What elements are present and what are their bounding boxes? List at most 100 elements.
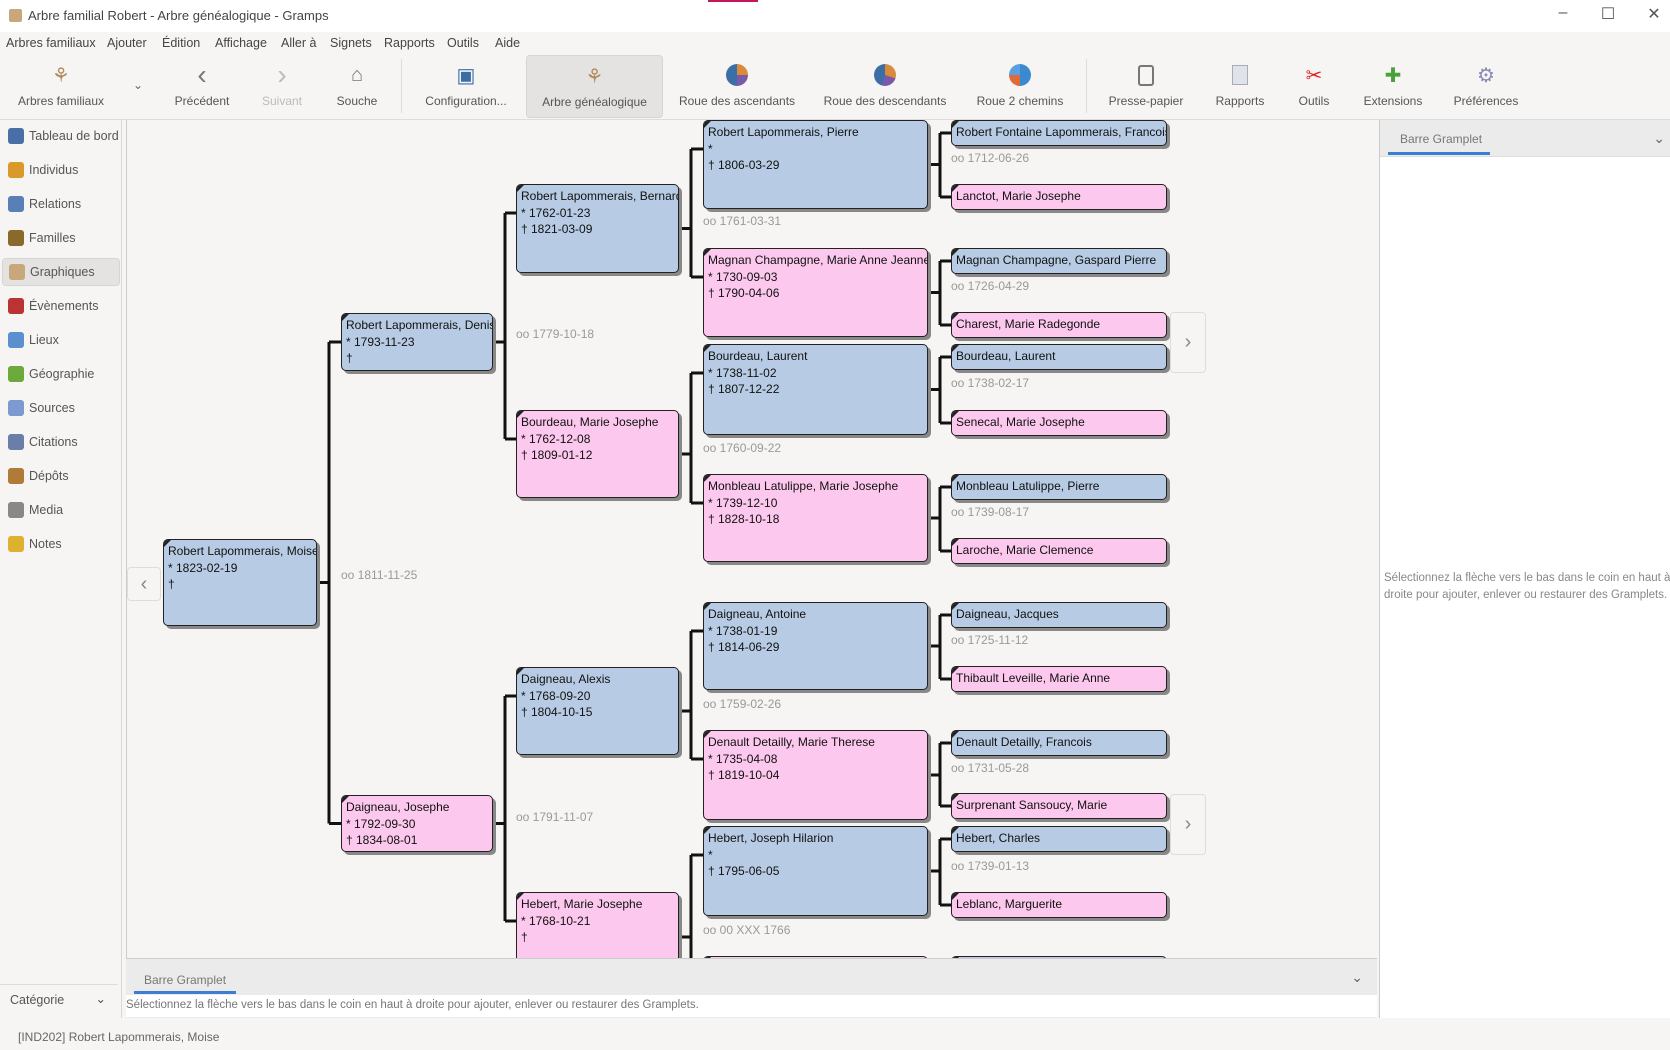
person-box[interactable]: Bourdeau, Laurent * 1738-11-02 † 1807-12-2… — [703, 344, 928, 435]
fan-chart-button[interactable]: Roue des ascendants — [675, 55, 799, 118]
category-icon — [8, 536, 24, 552]
person-birth: * — [708, 141, 713, 156]
menu-ajouter[interactable]: Ajouter — [107, 36, 147, 50]
active-tab-indicator — [134, 991, 236, 994]
person-corner-marker — [704, 249, 711, 256]
person-name: Magnan Champagne, Gaspard Pierre — [956, 253, 1157, 267]
right-gramplet-message: Sélectionnez la flèche vers le bas dans … — [1384, 572, 1670, 601]
two-way-fan-button[interactable]: Roue 2 chemins — [970, 55, 1070, 118]
marriage-date: oo 1725-11-12 — [951, 633, 1029, 647]
person-death: † 1828-10-18 — [708, 512, 780, 526]
person-box[interactable]: Bourdeau, Laurent — [951, 344, 1167, 370]
sidebar-item-lieux[interactable]: Lieux — [2, 326, 120, 354]
person-name: Robert Lapommerais, Denis — [346, 318, 493, 332]
close-button[interactable]: ✕ — [1647, 6, 1661, 23]
person-box[interactable]: Denault Detailly, Marie Therese * 1735-04… — [703, 730, 928, 820]
category-dropdown[interactable]: Catégorie ⌄ — [0, 984, 118, 1016]
nav-back-arrow[interactable]: ‹ — [127, 567, 161, 601]
right-gramplet-tab[interactable]: Barre Gramplet — [1400, 132, 1483, 146]
person-box[interactable]: Robert Lapommerais, Pierre * † 1806-03-29 — [703, 120, 928, 209]
clipboard-button[interactable]: Presse-papier — [1104, 55, 1188, 118]
person-box[interactable]: Laroche, Marie Clemence — [951, 538, 1167, 564]
person-corner-marker — [952, 893, 959, 900]
person-box[interactable]: Hebert, Marie Josephe * 1768-10-21 † — [516, 892, 679, 958]
category-icon — [8, 128, 24, 144]
sidebar-item-sources[interactable]: Sources — [2, 394, 120, 422]
sidebar-item-citations[interactable]: Citations — [2, 428, 120, 456]
connector-line — [679, 629, 703, 761]
person-box[interactable]: Daigneau, Josephe * 1792-09-30 † 1834-08-0… — [341, 795, 493, 852]
chevron-down-icon: ⌄ — [95, 992, 106, 1006]
person-box[interactable]: Robert Lapommerais, Denis * 1793-11-23 † — [341, 313, 493, 371]
menu-edition[interactable]: Édition — [162, 36, 201, 50]
person-birth: * 1739-12-10 — [708, 495, 778, 510]
chevron-down-icon[interactable]: ⌄ — [1351, 969, 1363, 985]
preferences-button[interactable]: ⚙ Préférences — [1446, 55, 1526, 118]
person-box[interactable]: Monbleau Latulippe, Pierre — [951, 474, 1167, 500]
person-box[interactable]: Robert Fontaine Lapommerais, Francois — [951, 120, 1167, 146]
descendant-fan-button[interactable]: Roue des descendants — [818, 55, 952, 118]
person-box[interactable]: Magnan Champagne, Gaspard Pierre — [951, 248, 1167, 274]
gramps-app-icon — [9, 9, 22, 22]
menu-outils[interactable]: Outils — [447, 36, 479, 50]
nav-more-ancestors-arrow[interactable]: › — [1170, 312, 1206, 373]
sidebar-item-tableau-de-bord[interactable]: Tableau de bord — [2, 122, 120, 150]
sidebar-item-depots[interactable]: Dépôts — [2, 462, 120, 490]
person-box[interactable]: Robert Lapommerais, Bernard * 1762-01-23 †… — [516, 184, 679, 273]
category-icon — [8, 434, 24, 450]
sidebar-item-evenements[interactable]: Évènements — [2, 292, 120, 320]
tools-button[interactable]: ✂ Outils — [1289, 55, 1339, 118]
back-button[interactable]: ‹ Précédent — [167, 55, 237, 118]
person-box[interactable]: Hebert, Charles — [951, 826, 1167, 852]
forward-button[interactable]: › Suivant — [250, 55, 314, 118]
person-box[interactable]: Bourdeau, Marie Josephe * 1762-12-08 † 180… — [516, 410, 679, 498]
person-box[interactable]: Surprenant Sansoucy, Marie — [951, 793, 1167, 819]
minimize-button[interactable]: – — [1558, 4, 1568, 21]
person-box[interactable]: Monbleau Latulippe, Marie Josephe * 1739-… — [703, 474, 928, 562]
menu-aide[interactable]: Aide — [495, 36, 521, 50]
sidebar-item-notes[interactable]: Notes — [2, 530, 120, 558]
person-box[interactable]: Magnan Champagne, Marie Anne Jeanne * 173… — [703, 248, 928, 337]
person-box[interactable]: Daigneau, Alexis * 1768-09-20 † 1804-10-15 — [516, 667, 679, 755]
marriage-date: oo 1739-01-13 — [951, 859, 1030, 873]
bottom-gramplet-tab[interactable]: Barre Gramplet — [144, 973, 227, 987]
sidebar-item-individus[interactable]: Individus — [2, 156, 120, 184]
sidebar-item-graphiques[interactable]: Graphiques — [2, 258, 120, 286]
family-trees-button[interactable]: ⚘ Arbres familiaux — [11, 55, 111, 118]
category-icon — [8, 366, 24, 382]
pedigree-tree-canvas[interactable]: Robert Lapommerais, Moise * 1823-02-19 † Ro… — [126, 120, 1377, 958]
extensions-button[interactable]: ✚ Extensions — [1358, 55, 1428, 118]
person-box[interactable]: Leblanc, Marguerite — [951, 892, 1167, 918]
person-box[interactable]: Senecal, Marie Josephe — [951, 410, 1167, 436]
person-box[interactable]: Charest, Marie Radegonde — [951, 312, 1167, 338]
pedigree-view-button[interactable]: ⚘ Arbre généalogique — [526, 55, 663, 118]
reports-button[interactable]: Rapports — [1205, 55, 1275, 118]
person-box[interactable]: Daigneau, Jacques — [951, 602, 1167, 628]
toolbar: ⚘ Arbres familiaux ⌄ ‹ Précédent › Suivant … — [0, 55, 1670, 120]
family-trees-dropdown[interactable]: ⌄ — [128, 55, 148, 118]
maximize-button[interactable]: ☐ — [1600, 6, 1616, 23]
nav-more-ancestors-arrow[interactable]: › — [1170, 794, 1206, 855]
sidebar-item-familles[interactable]: Familles — [2, 224, 120, 252]
sidebar-item-geographie[interactable]: Géographie — [2, 360, 120, 388]
connector-line — [928, 355, 951, 425]
chevron-down-icon[interactable]: ⌄ — [1653, 130, 1665, 146]
person-box[interactable]: Thibault Leveille, Marie Anne — [951, 666, 1167, 692]
person-box[interactable]: Lanctot, Marie Josephe — [951, 184, 1167, 210]
person-box[interactable]: Denault Detailly, Francois — [951, 730, 1167, 756]
home-button[interactable]: ⌂ Souche — [327, 55, 387, 118]
menu-arbres-familiaux[interactable]: Arbres familiaux — [6, 36, 96, 50]
person-box[interactable]: Daigneau, Antoine * 1738-01-19 † 1814-06-2… — [703, 602, 928, 690]
person-box[interactable]: Hebert, Joseph Hilarion * † 1795-06-05 — [703, 826, 928, 916]
status-bar: [IND202] Robert Lapommerais, Moise — [18, 1030, 220, 1044]
configuration-button[interactable]: ▣ Configuration... — [418, 55, 514, 118]
menu-aller-a[interactable]: Aller à — [281, 36, 317, 50]
person-corner-marker — [517, 185, 524, 192]
sidebar-item-label: Dépôts — [29, 469, 69, 483]
menu-rapports[interactable]: Rapports — [384, 36, 435, 50]
sidebar-item-media[interactable]: Media — [2, 496, 120, 524]
sidebar-item-relations[interactable]: Relations — [2, 190, 120, 218]
person-box[interactable]: Robert Lapommerais, Moise * 1823-02-19 † — [163, 539, 317, 626]
menu-signets[interactable]: Signets — [330, 36, 372, 50]
menu-affichage[interactable]: Affichage — [215, 36, 267, 50]
